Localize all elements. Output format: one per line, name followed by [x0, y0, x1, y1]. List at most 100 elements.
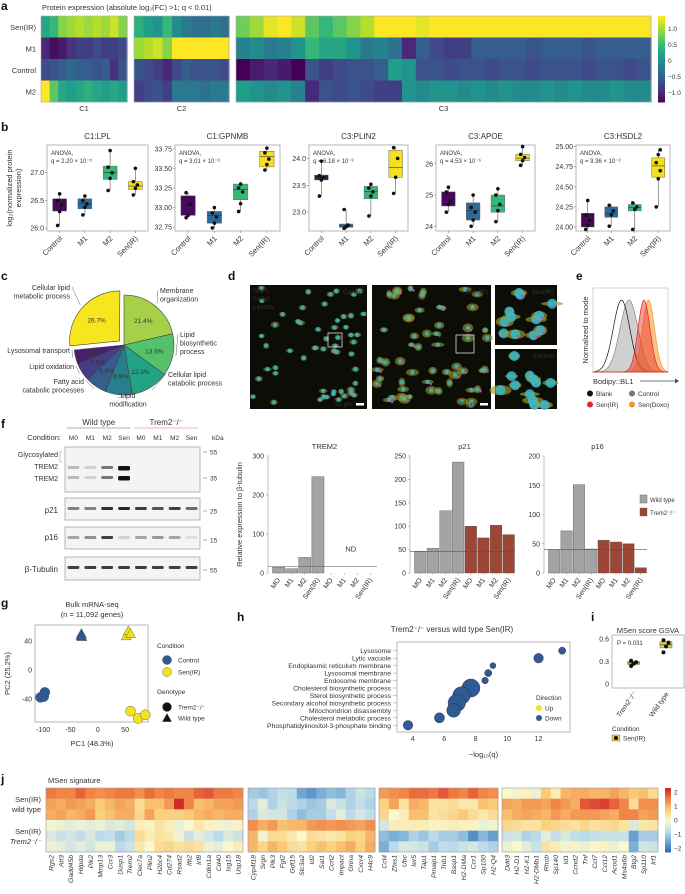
data-point	[607, 203, 612, 208]
data-point	[210, 211, 215, 215]
x-tick-label: Sen(IR)	[502, 234, 527, 259]
heatmap-cell	[502, 820, 513, 831]
heatmap-cell	[365, 798, 376, 810]
heatmap-cell	[109, 37, 119, 60]
heatmap-cell	[468, 788, 479, 799]
heatmap-cell	[219, 80, 230, 103]
heatmap-cell	[415, 59, 431, 81]
heatmap-cell	[46, 798, 57, 810]
heatmap-cell	[193, 809, 205, 821]
bar	[560, 530, 573, 574]
protein-band	[118, 476, 130, 481]
dapi-nucleus	[469, 387, 474, 393]
heatmap-cell	[418, 798, 430, 810]
heatmap-cell	[628, 830, 639, 842]
heatmap-cell	[181, 16, 192, 38]
dapi-nucleus	[272, 322, 278, 327]
data-point	[265, 146, 269, 150]
heatmap-cell	[345, 809, 356, 821]
colorbar-segment	[658, 59, 665, 62]
heatmap-cell	[213, 830, 224, 842]
protein-band	[101, 566, 114, 569]
heatmap-cell	[637, 80, 652, 103]
term-label: Endosome membrane	[324, 678, 391, 685]
colorbar-segment	[658, 18, 665, 21]
colorbar-segment	[665, 818, 671, 821]
heatmap-cell	[550, 798, 561, 810]
colorbar-segment	[665, 807, 671, 810]
heatmap-cell	[365, 788, 376, 799]
heatmap-cell	[335, 788, 347, 799]
gene-label: Mmp13	[98, 855, 105, 878]
dapi-nucleus	[437, 304, 442, 310]
bar	[573, 484, 585, 574]
heatmap-cell	[326, 809, 337, 821]
heatmap-cell	[468, 820, 479, 831]
y-tick-label: 27.0	[30, 170, 44, 177]
gene-label: H4c9	[368, 855, 375, 871]
heatmap-cell	[599, 798, 610, 810]
heatmap-cell	[249, 59, 265, 81]
heatmap-cell	[580, 830, 591, 842]
chart-title: Bulk mRNA-seq	[65, 600, 118, 609]
heatmap-cell	[144, 841, 155, 853]
lipotox-droplet	[441, 307, 444, 311]
heatmap-cell	[124, 820, 136, 831]
heatmap-cell	[418, 841, 430, 853]
heatmap-cell	[345, 830, 356, 842]
heatmap-cell	[49, 37, 59, 60]
term-dot	[446, 703, 461, 718]
x-tick-label: Sen(IR)	[375, 234, 400, 259]
legend-label: Control	[638, 391, 660, 398]
colorbar-segment	[665, 828, 671, 831]
data-point	[369, 182, 373, 187]
heatmap-cell	[296, 809, 308, 821]
colorbar-segment	[658, 54, 665, 58]
gene-label: Ccnd2	[573, 855, 580, 875]
x-tick-label: Control	[169, 234, 193, 258]
heatmap-cell	[619, 809, 630, 821]
heatmap-cell	[319, 16, 334, 38]
data-point	[654, 160, 659, 165]
colorbar-segment	[658, 93, 665, 97]
heatmap-cell	[628, 820, 639, 831]
heatmap-cell	[498, 16, 514, 38]
heatmap-cell	[332, 80, 348, 103]
heatmap-cell	[346, 37, 362, 60]
heatmap-cell	[154, 788, 165, 799]
heatmap-cell	[200, 16, 211, 38]
heatmap-cell	[277, 820, 288, 831]
data-point	[212, 205, 217, 210]
y-tick-label: 33.00	[154, 205, 172, 212]
dapi-nucleus	[256, 376, 262, 381]
heatmap-cell	[438, 788, 449, 799]
dapi-nucleus	[315, 327, 321, 332]
dapi-nucleus	[400, 386, 406, 392]
pie-leader-line	[151, 373, 167, 391]
dapi-nucleus	[547, 298, 558, 309]
heatmap-cell	[223, 830, 234, 842]
heatmap-cell	[84, 80, 94, 103]
legend-marker	[162, 713, 172, 722]
lane-label: Sen	[186, 435, 198, 442]
heatmap-cell	[485, 37, 500, 60]
heatmap-cell	[550, 820, 561, 831]
kda-value: 55	[210, 568, 218, 575]
heatmap-cell	[75, 788, 86, 799]
micrograph-label: Sen(IR)	[466, 289, 488, 296]
y-tick-label: 50	[398, 547, 406, 554]
data-point	[367, 214, 371, 218]
lane-label: M2	[170, 435, 179, 442]
legend-label: Up	[545, 706, 554, 713]
heatmap-cell	[181, 59, 192, 81]
heatmap-cell	[609, 80, 624, 103]
blot-row-label: Glycosylated	[18, 452, 58, 459]
pie-leader-line	[175, 333, 179, 356]
dapi-nucleus	[534, 310, 545, 321]
heatmap-cell	[570, 830, 581, 842]
data-point	[498, 202, 502, 207]
y-tick-label: 0.3	[599, 659, 609, 666]
pie-percent-label: 12.3%	[131, 369, 150, 376]
heatmap-cell	[560, 820, 571, 831]
heatmap-cell	[346, 59, 362, 81]
